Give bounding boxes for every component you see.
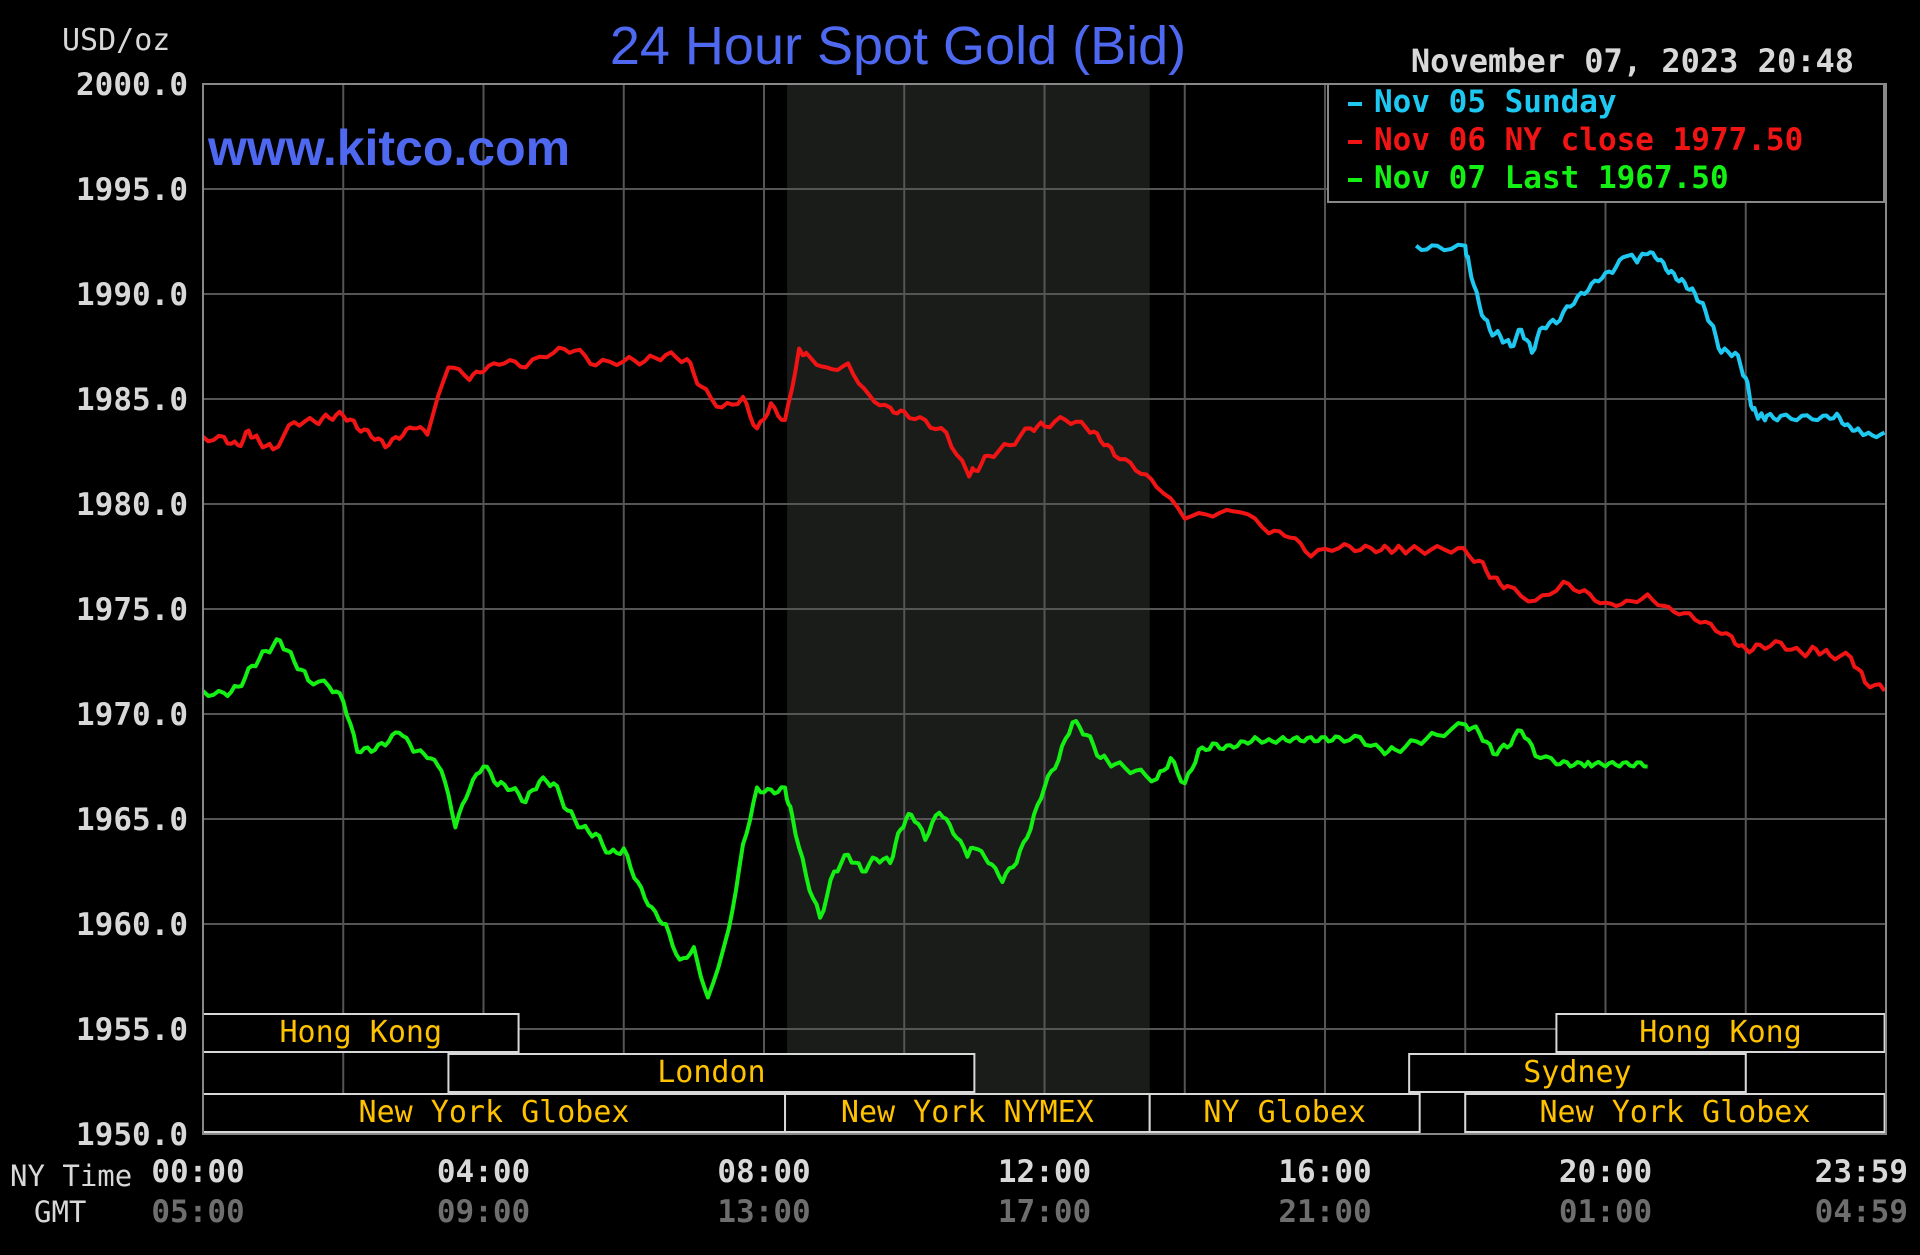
series-line-2 bbox=[201, 345, 1887, 693]
y-axis-unit: USD/oz bbox=[62, 23, 170, 58]
session-label: NY Globex bbox=[1203, 1095, 1366, 1130]
site-watermark: www.kitco.com bbox=[207, 120, 570, 176]
ny-time-caption: NY Time bbox=[10, 1159, 132, 1193]
plot-frame bbox=[202, 83, 1887, 1135]
gmt-caption: GMT bbox=[34, 1195, 86, 1229]
y-tick-label: 1955.0 bbox=[76, 1012, 188, 1048]
x-tick-ny-label: 23:59 bbox=[1815, 1154, 1908, 1190]
session-box bbox=[1555, 1013, 1886, 1053]
session-label: Hong Kong bbox=[1639, 1015, 1802, 1050]
y-tick-label: 1975.0 bbox=[76, 592, 188, 628]
session-box bbox=[784, 1093, 1151, 1133]
x-tick-gmt-label: 17:00 bbox=[998, 1194, 1091, 1230]
x-tick-ny-label: 16:00 bbox=[1278, 1154, 1371, 1190]
session-box bbox=[202, 1013, 520, 1053]
y-tick-label: 1990.0 bbox=[76, 277, 188, 313]
series-line-1 bbox=[1414, 242, 1886, 440]
session-label: New York NYMEX bbox=[841, 1095, 1094, 1130]
y-axis-ticks: 2000.0 1995.0 1990.0 1985.0 1980.0 1975.0 1970… bbox=[76, 67, 188, 1153]
y-tick-label: 1980.0 bbox=[76, 487, 188, 523]
y-tick-label: 1995.0 bbox=[76, 172, 188, 208]
y-tick-label: 1965.0 bbox=[76, 802, 188, 838]
legend-entry: Nov 06 NY close 1977.50 bbox=[1374, 122, 1803, 158]
session-box bbox=[447, 1053, 976, 1093]
x-tick-ny-label: 04:00 bbox=[437, 1154, 530, 1190]
x-tick-ny-label: 00:00 bbox=[151, 1154, 244, 1190]
legend-box bbox=[1327, 83, 1885, 203]
x-axis-ticks: 00:00 05:00 04:00 09:00 08:00 13:00 12:00 17:00… bbox=[151, 1154, 1908, 1230]
session-box bbox=[1464, 1093, 1886, 1133]
session-label: New York Globex bbox=[359, 1095, 630, 1130]
session-box bbox=[1148, 1093, 1421, 1133]
y-tick-label: 1985.0 bbox=[76, 382, 188, 418]
session-label: Sydney bbox=[1523, 1055, 1631, 1090]
x-tick-ny-label: 12:00 bbox=[998, 1154, 1091, 1190]
x-tick-gmt-label: 04:59 bbox=[1815, 1194, 1908, 1230]
x-tick-gmt-label: 05:00 bbox=[151, 1194, 244, 1230]
session-box bbox=[1408, 1053, 1747, 1093]
series-line-3 bbox=[201, 637, 1648, 1000]
x-tick-gmt-label: 13:00 bbox=[717, 1194, 810, 1230]
session-label: Hong Kong bbox=[280, 1015, 443, 1050]
x-tick-ny-label: 20:00 bbox=[1559, 1154, 1652, 1190]
series-lines bbox=[201, 242, 1887, 1000]
legend-entry: Nov 05 Sunday bbox=[1374, 84, 1617, 120]
y-tick-label: 2000.0 bbox=[76, 67, 188, 103]
y-tick-label: 1950.0 bbox=[76, 1117, 188, 1153]
x-tick-gmt-label: 09:00 bbox=[437, 1194, 530, 1230]
x-tick-ny-label: 08:00 bbox=[717, 1154, 810, 1190]
market-sessions: Hong Kong Hong Kong London Sydney New York G… bbox=[202, 1013, 1886, 1133]
session-box bbox=[202, 1093, 787, 1133]
session-label: London bbox=[657, 1055, 765, 1090]
session-label: New York Globex bbox=[1539, 1095, 1810, 1130]
y-tick-label: 1960.0 bbox=[76, 907, 188, 943]
x-tick-gmt-label: 21:00 bbox=[1278, 1194, 1371, 1230]
timestamp: November 07, 2023 20:48 bbox=[1411, 42, 1854, 80]
legend-entry: Nov 07 Last 1967.50 bbox=[1374, 160, 1729, 196]
y-tick-label: 1970.0 bbox=[76, 697, 188, 733]
chart-title: 24 Hour Spot Gold (Bid) bbox=[610, 16, 1186, 76]
x-tick-gmt-label: 01:00 bbox=[1559, 1194, 1652, 1230]
